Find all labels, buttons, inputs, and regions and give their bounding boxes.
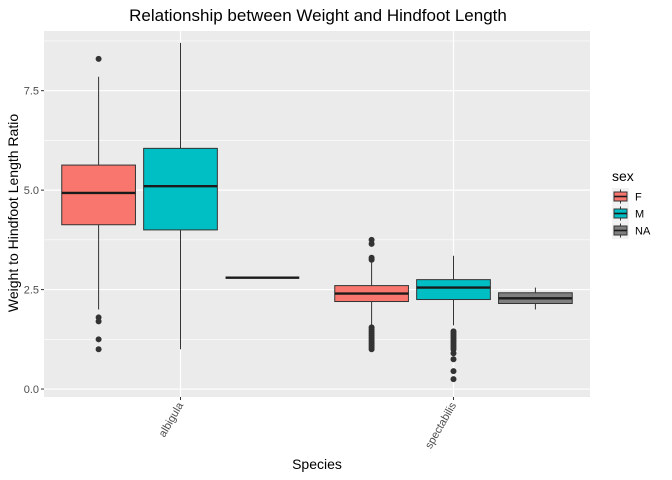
chart-title: Relationship between Weight and Hindfoot… [129, 6, 507, 25]
outlier-point [368, 240, 375, 247]
outlier-point [95, 55, 102, 62]
outlier-point [450, 356, 457, 363]
outlier-point [450, 376, 457, 383]
series-F [61, 55, 409, 353]
legend: sex FM NA [612, 168, 651, 239]
x-axis: albigula spectabilis [157, 397, 459, 451]
legend-title: sex [612, 168, 634, 184]
outlier-point [95, 318, 102, 325]
box [143, 147, 218, 231]
minor-gridlines [44, 40, 590, 340]
outlier-point [95, 336, 102, 343]
legend-item-M: M [612, 205, 644, 222]
outlier-point [450, 350, 457, 357]
box-series [61, 42, 573, 383]
outlier-point [450, 368, 457, 375]
box [416, 279, 491, 301]
y-tick-label: 0.0 [24, 384, 39, 396]
y-tick-label: 7.5 [24, 86, 39, 98]
y-tick-label: 5.0 [24, 185, 39, 197]
x-axis-title: Species [292, 456, 342, 472]
y-axis: 0.0 2.5 5.0 7.5 [24, 86, 44, 396]
y-axis-title: Weight to Hindfoot Length Ratio [5, 114, 21, 312]
x-tick-label: albigula [157, 400, 187, 440]
series-NA [225, 276, 573, 310]
box [61, 164, 136, 226]
legend-item-F: F [612, 188, 642, 205]
x-tick-label: spectabilis [423, 400, 459, 451]
legend-label: M [635, 209, 644, 221]
legend-label: NA [635, 226, 651, 238]
outlier-point [95, 346, 102, 353]
y-tick-label: 2.5 [24, 285, 39, 297]
outlier-point [368, 346, 375, 353]
legend-label: F [635, 192, 642, 204]
series-M [143, 42, 491, 383]
outlier-point [368, 256, 375, 263]
legend-item-NA: NA [612, 222, 651, 239]
